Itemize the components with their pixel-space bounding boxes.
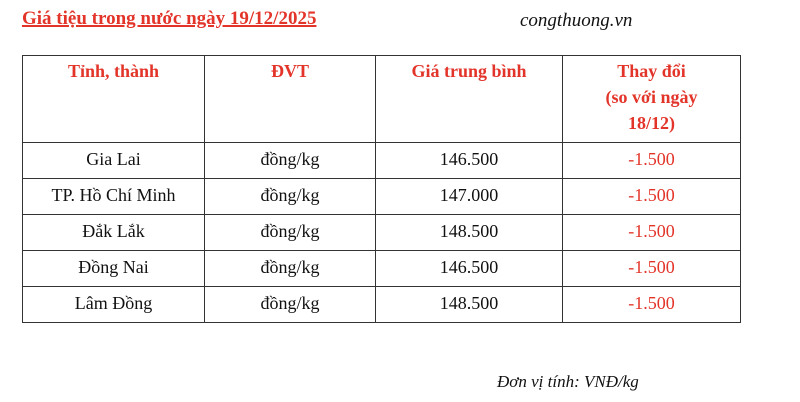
- header-province: Tỉnh, thành: [22, 55, 205, 143]
- price-table: Tỉnh, thành ĐVT Giá trung bình Thay đổi(…: [22, 55, 741, 323]
- table-row: Gia Lai đồng/kg 146.500 -1.500: [22, 142, 741, 179]
- table-row: TP. Hồ Chí Minh đồng/kg 147.000 -1.500: [22, 178, 741, 215]
- unit-note: Đơn vị tính: VNĐ/kg: [497, 372, 639, 391]
- cell-unit: đồng/kg: [204, 286, 376, 323]
- cell-province: TP. Hồ Chí Minh: [22, 178, 205, 215]
- cell-change: -1.500: [562, 142, 741, 179]
- cell-change: -1.500: [562, 214, 741, 251]
- table-header: Tỉnh, thành ĐVT Giá trung bình Thay đổi(…: [22, 55, 741, 143]
- cell-change: -1.500: [562, 178, 741, 215]
- cell-avg-price: 148.500: [375, 214, 563, 251]
- cell-avg-price: 147.000: [375, 178, 563, 215]
- cell-change: -1.500: [562, 250, 741, 287]
- cell-change: -1.500: [562, 286, 741, 323]
- cell-unit: đồng/kg: [204, 178, 376, 215]
- cell-avg-price: 146.500: [375, 142, 563, 179]
- page-title: Giá tiệu trong nước ngày 19/12/2025: [22, 8, 317, 29]
- table-row: Đồng Nai đồng/kg 146.500 -1.500: [22, 250, 741, 287]
- cell-province: Đồng Nai: [22, 250, 205, 287]
- source-label: congthuong.vn: [520, 10, 633, 31]
- cell-unit: đồng/kg: [204, 142, 376, 179]
- cell-province: Lâm Đồng: [22, 286, 205, 323]
- table-row: Lâm Đồng đồng/kg 148.500 -1.500: [22, 286, 741, 323]
- header-change: Thay đổi (so với ngày 18/12): [562, 55, 741, 143]
- cell-avg-price: 148.500: [375, 286, 563, 323]
- header-avg-price: Giá trung bình: [375, 55, 563, 143]
- cell-province: Đắk Lắk: [22, 214, 205, 251]
- cell-province: Gia Lai: [22, 142, 205, 179]
- cell-unit: đồng/kg: [204, 214, 376, 251]
- cell-unit: đồng/kg: [204, 250, 376, 287]
- cell-avg-price: 146.500: [375, 250, 563, 287]
- table-row: Đắk Lắk đồng/kg 148.500 -1.500: [22, 214, 741, 251]
- header-unit: ĐVT: [204, 55, 376, 143]
